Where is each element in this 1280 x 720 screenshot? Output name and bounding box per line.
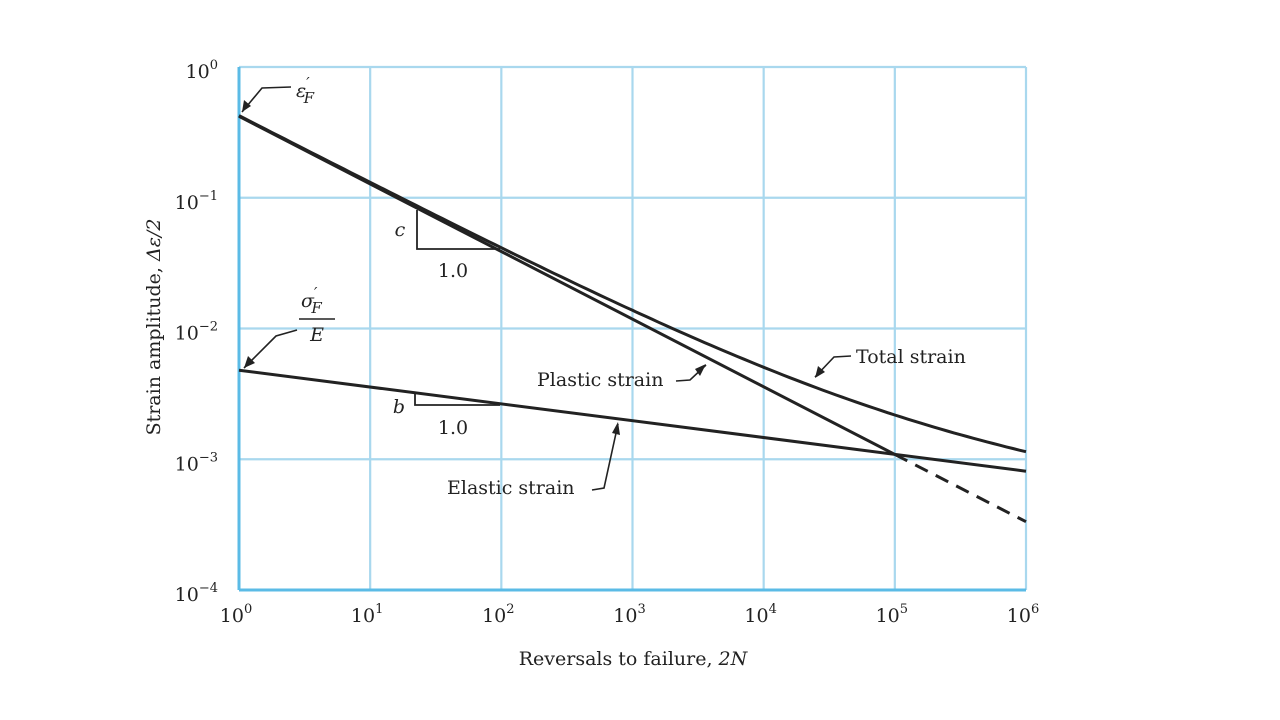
slope-b-run-label: 1.0 (438, 417, 468, 439)
series (238, 114, 1027, 524)
plastic-strain-extension (894, 453, 1027, 524)
elastic-strain-label: Elastic strain (447, 477, 575, 499)
elastic-strain-arrowhead (612, 422, 620, 435)
slope-triangle-b: b 1.0 (393, 393, 500, 439)
y-tick-label: 10−4 (175, 581, 218, 606)
slope-c-label: c (395, 219, 406, 241)
y-tick-label: 10−1 (175, 189, 218, 214)
tick-labels: 100 101 102 103 104 105 106 100 10−1 10−2 10−3 10−4 (175, 58, 1040, 627)
plastic-strain-arrowhead (695, 364, 706, 376)
y-tick-label: 100 (186, 58, 218, 83)
slope-triangle-c: c 1.0 (395, 210, 500, 282)
elastic-strain-line (238, 368, 1027, 473)
total-strain-annotation: Total strain (814, 346, 966, 378)
y-tick-label: 10−3 (175, 450, 218, 475)
plastic-strain-annotation: Plastic strain (537, 364, 707, 391)
x-tick-label: 103 (613, 602, 645, 627)
x-tick-label: 105 (876, 602, 908, 627)
total-strain-curve (238, 114, 1027, 454)
y-axis-label: Strain amplitude, Δε/2 (143, 219, 165, 436)
sigma-f-annotation: σ′ F E (243, 284, 335, 369)
total-strain-arrowhead (815, 366, 825, 378)
slope-c-run-label: 1.0 (438, 260, 468, 282)
x-axis-label: Reversals to failure, 2N (519, 648, 749, 670)
eps-f-label: ε′ F (296, 74, 315, 107)
total-strain-label: Total strain (856, 346, 966, 368)
x-tick-label: 101 (351, 602, 383, 627)
eps-f-pointer (241, 86, 292, 113)
x-tick-label: 102 (482, 602, 514, 627)
axes (237, 67, 1026, 592)
x-tick-label: 100 (220, 602, 252, 627)
slope-b-label: b (393, 396, 405, 418)
y-tick-label: 10−2 (175, 320, 218, 345)
sigma-f-arrowhead (244, 356, 255, 368)
x-tick-label: 106 (1007, 602, 1039, 627)
elastic-strain-pointer (591, 423, 619, 491)
elastic-strain-annotation: Elastic strain (447, 422, 620, 499)
grid (239, 65, 1028, 590)
eps-f-annotation: ε′ F (241, 74, 315, 113)
sigma-f-denominator: E (309, 324, 324, 346)
x-tick-label: 104 (744, 602, 776, 627)
sigma-f-label: σ′ F (301, 284, 322, 317)
eps-f-arrowhead (242, 100, 251, 112)
plastic-strain-label: Plastic strain (537, 369, 663, 391)
sigma-f-pointer (243, 329, 298, 369)
